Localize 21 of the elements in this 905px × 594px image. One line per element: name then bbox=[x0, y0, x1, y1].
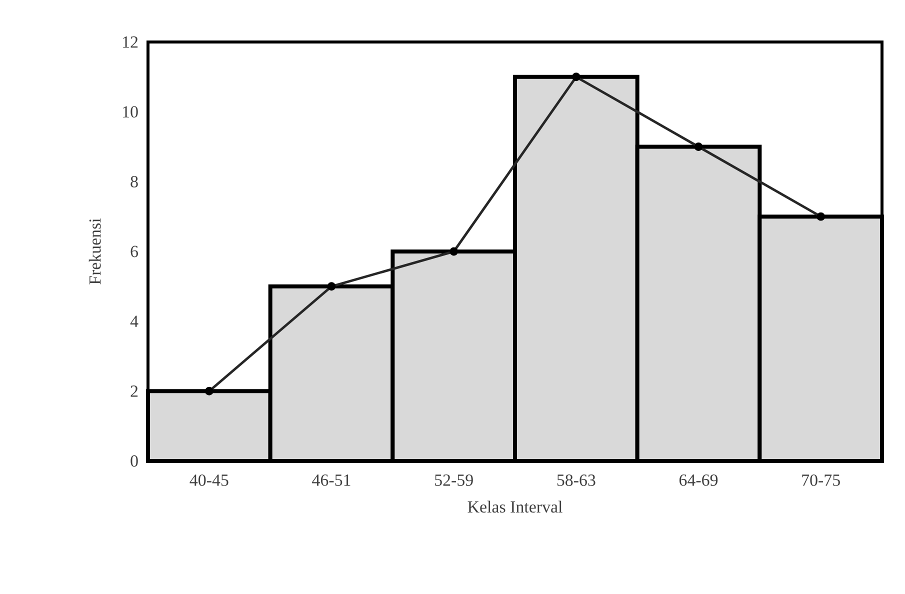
point bbox=[694, 142, 703, 151]
y-tick-label: 12 bbox=[123, 36, 138, 48]
x-tick-label: 52-59 bbox=[435, 474, 473, 486]
y-tick-label: 2 bbox=[130, 386, 138, 397]
y-tick-label: 0 bbox=[130, 455, 138, 467]
point bbox=[572, 72, 580, 82]
x-tick-label: 70-75 bbox=[802, 474, 840, 486]
y-axis-title: Frekuensi bbox=[88, 218, 101, 284]
y-tick-label: 10 bbox=[123, 106, 138, 118]
point bbox=[327, 282, 336, 291]
x-tick-label: 40-45 bbox=[190, 474, 228, 486]
point bbox=[450, 247, 458, 256]
y-tick-label: 8 bbox=[130, 176, 138, 188]
y-tick-label: 4 bbox=[130, 316, 138, 327]
x-tick-label: 46-51 bbox=[312, 474, 350, 486]
x-axis-title: Kelas Interval bbox=[468, 500, 562, 513]
y-tick-label: 6 bbox=[130, 246, 138, 258]
point bbox=[204, 386, 214, 396]
x-tick-label: 64-69 bbox=[679, 474, 718, 486]
point bbox=[816, 212, 826, 221]
x-tick-label: 58-63 bbox=[557, 474, 596, 486]
